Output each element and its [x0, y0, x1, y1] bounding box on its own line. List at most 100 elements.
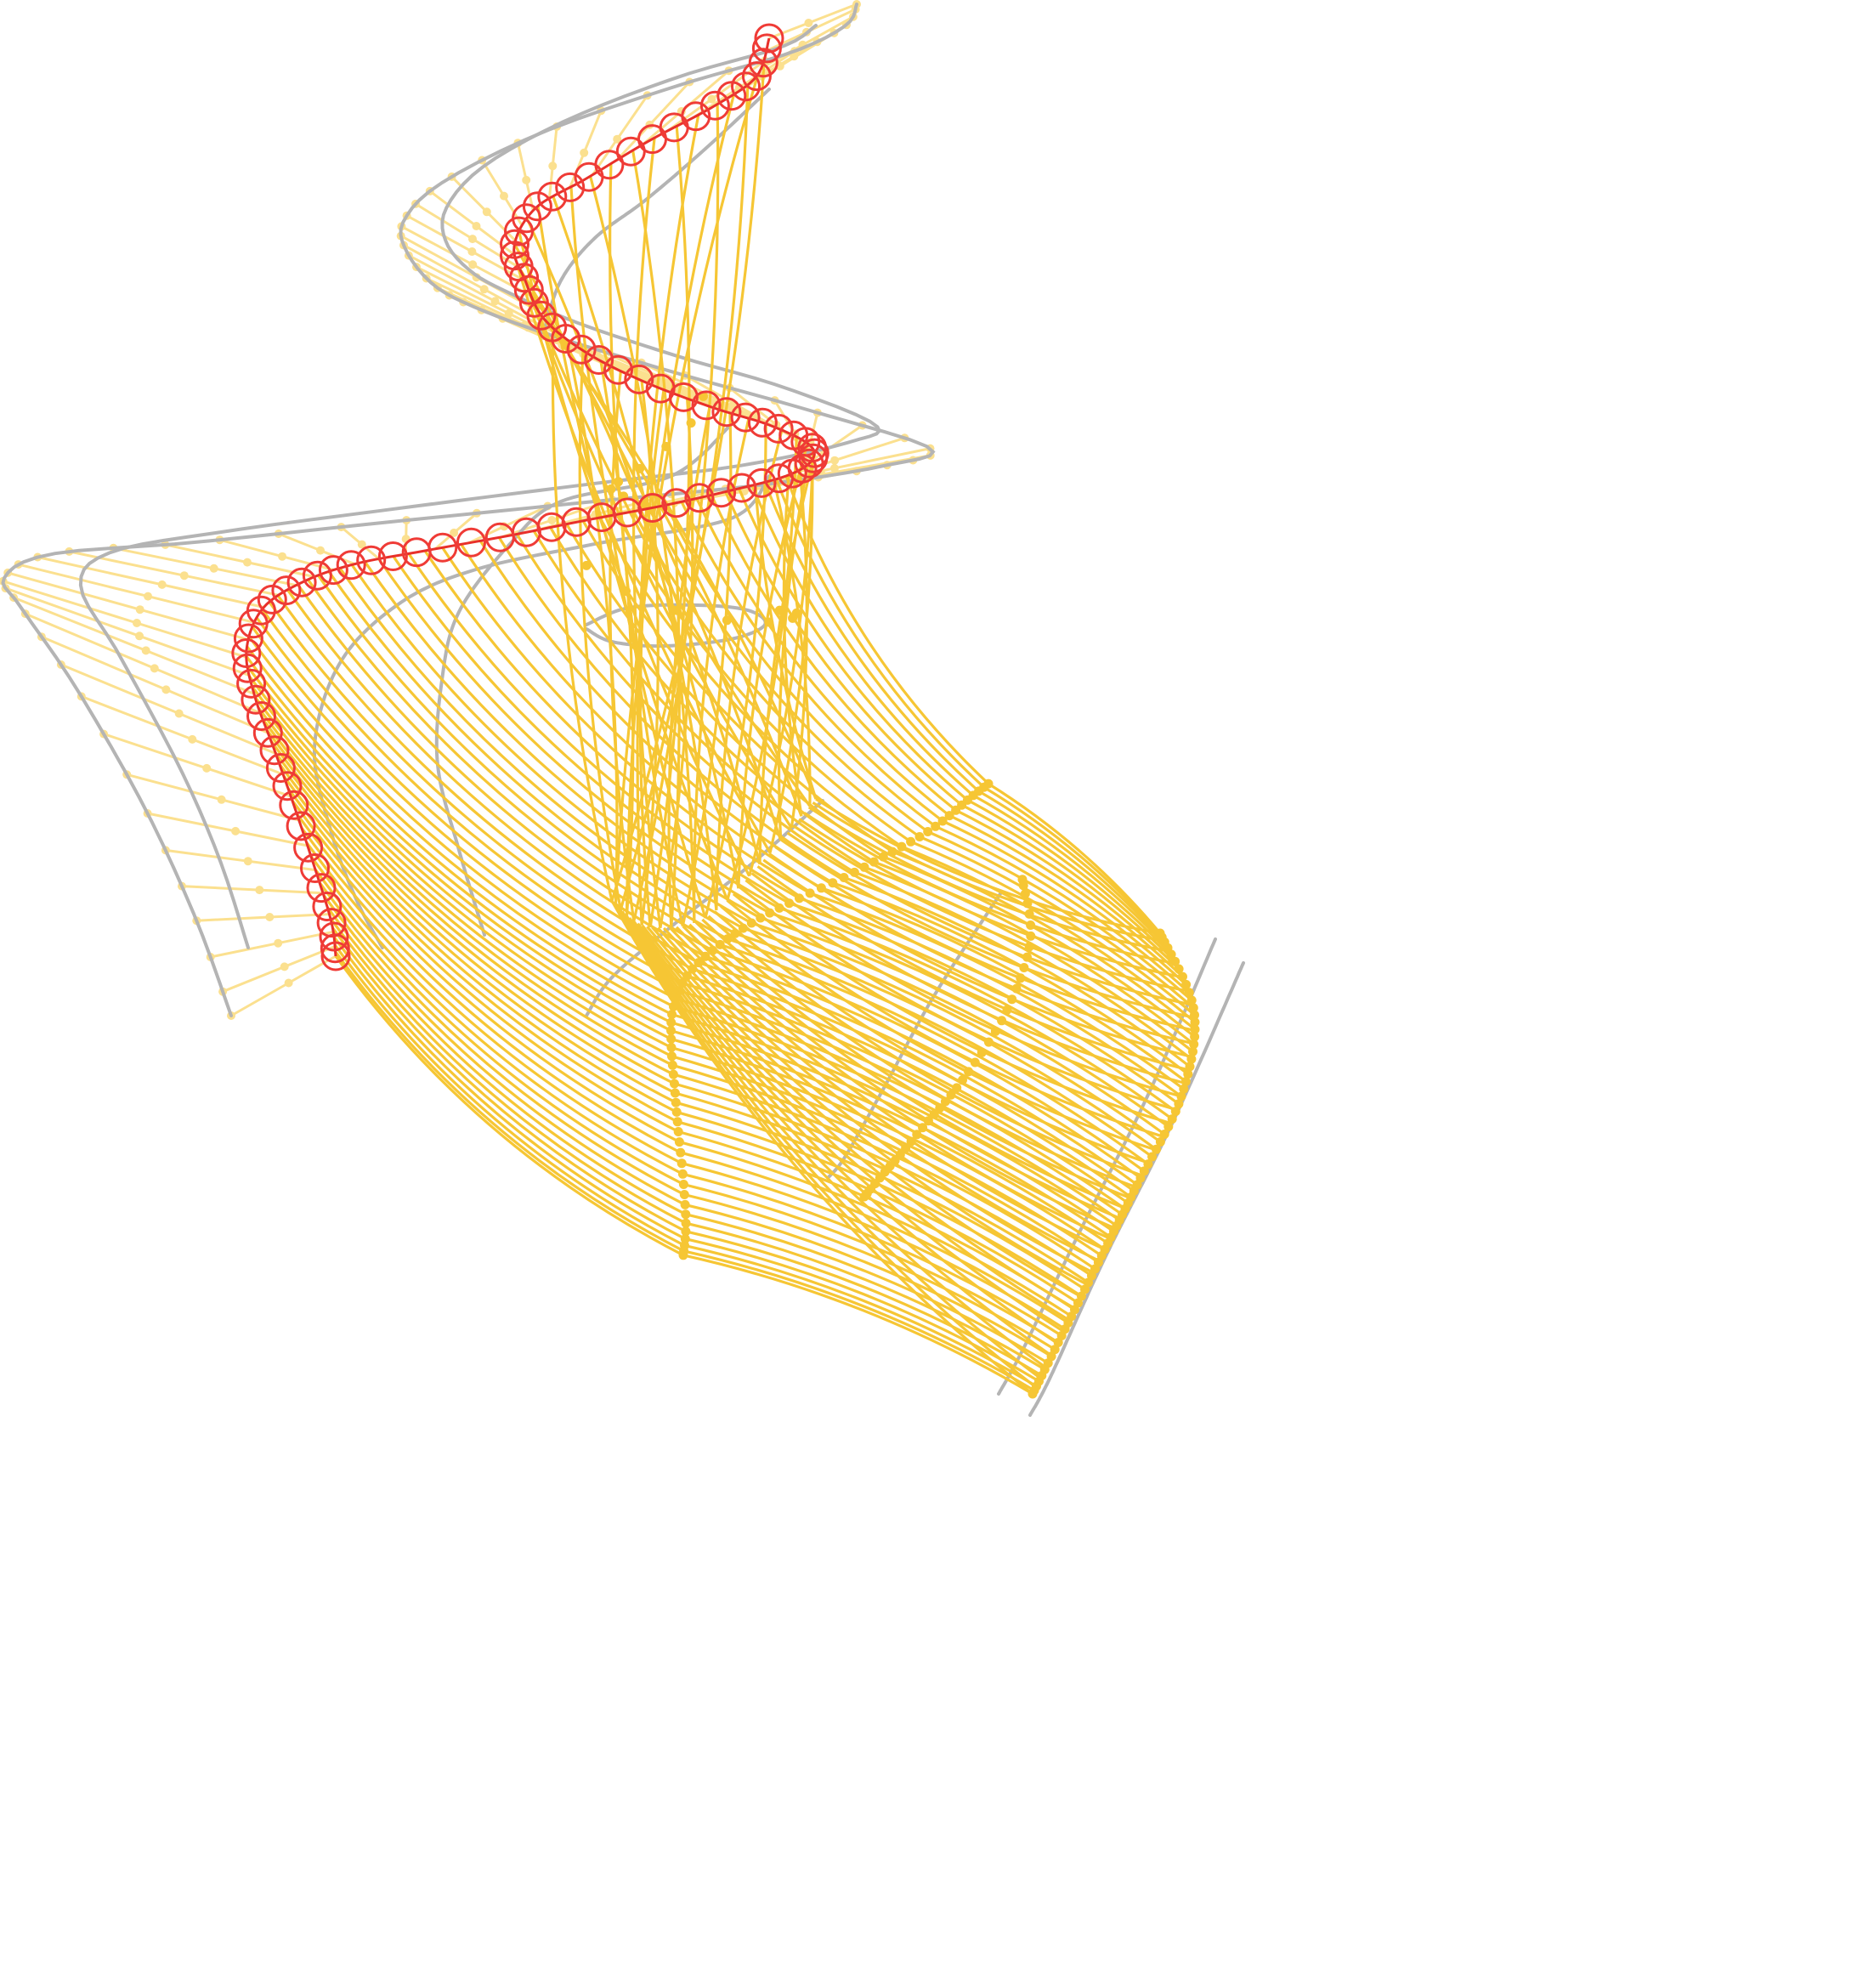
highlight-path-marker — [356, 545, 387, 575]
dark-strand — [305, 841, 682, 1165]
dark-strand — [318, 881, 686, 1196]
dark-strand — [682, 925, 1121, 1221]
highlight-path-marker — [320, 933, 350, 964]
light-strand-node — [141, 646, 150, 655]
highlight-path-marker — [699, 90, 730, 121]
light-strand-node — [188, 734, 197, 744]
dark-strand-node — [639, 500, 649, 510]
dark-strand — [684, 1203, 1052, 1358]
dark-strand — [326, 906, 687, 1216]
dark-strand — [624, 914, 1059, 1345]
dark-strand — [615, 513, 912, 843]
light-strand-node — [468, 235, 477, 244]
highlight-path-marker — [236, 668, 267, 699]
dark-strand — [637, 922, 1076, 1311]
dark-strand-node — [672, 1117, 682, 1127]
dark-strand-node — [667, 1051, 677, 1062]
dark-strand — [255, 616, 684, 985]
dark-strand — [307, 578, 721, 946]
dark-strand — [253, 696, 672, 1049]
highlight-path-marker — [286, 567, 317, 598]
highlight-path-marker — [741, 61, 772, 92]
highlight-path-marker — [794, 448, 824, 479]
dark-strand — [768, 852, 1195, 1045]
dark-strand-node — [1190, 1032, 1200, 1042]
light-strand-node — [243, 857, 252, 866]
dark-strand — [317, 574, 728, 941]
highlight-path-marker — [265, 753, 296, 783]
dark-strand — [246, 645, 675, 1008]
dark-strand — [732, 892, 1171, 1124]
dark-strand — [665, 504, 937, 828]
dark-strand-node — [1155, 1137, 1165, 1147]
light-strand-node — [280, 962, 289, 971]
dark-strand — [676, 1110, 1083, 1298]
dark-strand — [286, 588, 706, 958]
dark-strand — [688, 923, 1126, 1210]
dark-strand — [972, 794, 1169, 949]
dark-strand — [694, 921, 1131, 1200]
dark-strand — [247, 675, 672, 1033]
light-strand-node — [144, 592, 153, 601]
dark-strand-node — [1139, 1166, 1149, 1176]
light-strand-node — [316, 546, 325, 555]
dark-strand-node — [677, 1158, 687, 1169]
dark-strand — [695, 497, 951, 817]
dark-strand-node — [680, 1199, 690, 1209]
dark-strand — [261, 717, 674, 1067]
dark-strand-node — [1183, 1069, 1193, 1079]
highlight-path-marker — [401, 537, 432, 568]
highlight-path-marker — [747, 407, 778, 438]
light-strand-node — [804, 19, 813, 27]
dark-strand — [246, 665, 672, 1024]
dark-strand — [641, 924, 1082, 1299]
dark-strand — [460, 543, 823, 890]
dark-strand — [612, 902, 1037, 1389]
dark-strand — [815, 797, 1161, 935]
dark-strand-node — [1188, 1046, 1197, 1056]
light-strand-node — [202, 763, 212, 773]
dark-strand-layer — [245, 59, 1200, 1399]
dark-strand — [792, 824, 1190, 993]
highlight-path-marker — [509, 263, 540, 293]
dark-strand — [744, 879, 1182, 1098]
dark-strand — [742, 926, 1162, 1143]
dark-strand — [363, 560, 761, 920]
dark-strand-node — [931, 821, 941, 831]
light-strand-node — [265, 913, 275, 921]
dark-strand — [682, 1254, 1033, 1396]
highlight-path-marker — [730, 402, 761, 433]
dark-strand — [685, 1221, 1046, 1371]
dark-strand-node — [914, 832, 925, 841]
dark-strand — [678, 989, 1126, 1210]
dark-strand — [631, 138, 662, 929]
highlight-path-marker — [777, 458, 807, 489]
dark-strand — [338, 567, 744, 930]
dark-strand-node — [666, 1043, 677, 1052]
highlight-path-marker — [615, 136, 646, 167]
dark-strand — [737, 443, 809, 889]
dark-strand — [278, 763, 677, 1104]
light-strand-node — [547, 516, 557, 524]
dark-strand-node — [951, 805, 961, 815]
dark-strand — [798, 818, 1184, 979]
dark-strand — [350, 564, 753, 925]
highlight-path-marker — [306, 873, 337, 903]
dark-strand — [646, 926, 1089, 1286]
light-strand-node — [278, 552, 287, 561]
dark-strand — [268, 601, 694, 971]
highlight-path-marker — [500, 229, 529, 259]
dark-strand-node — [581, 560, 592, 570]
dark-strand — [774, 846, 1196, 1033]
light-strand-node — [135, 605, 144, 615]
light-strand-node — [490, 297, 500, 306]
dark-strand — [610, 900, 1033, 1396]
dark-strand — [407, 552, 790, 905]
highlight-path-marker — [566, 334, 597, 365]
dark-strand — [245, 654, 673, 1016]
dark-strand — [762, 858, 1192, 1058]
dark-strand — [677, 1120, 1079, 1305]
light-strand-node — [482, 207, 491, 217]
light-strand-node — [284, 978, 293, 988]
dark-strand — [251, 685, 672, 1040]
